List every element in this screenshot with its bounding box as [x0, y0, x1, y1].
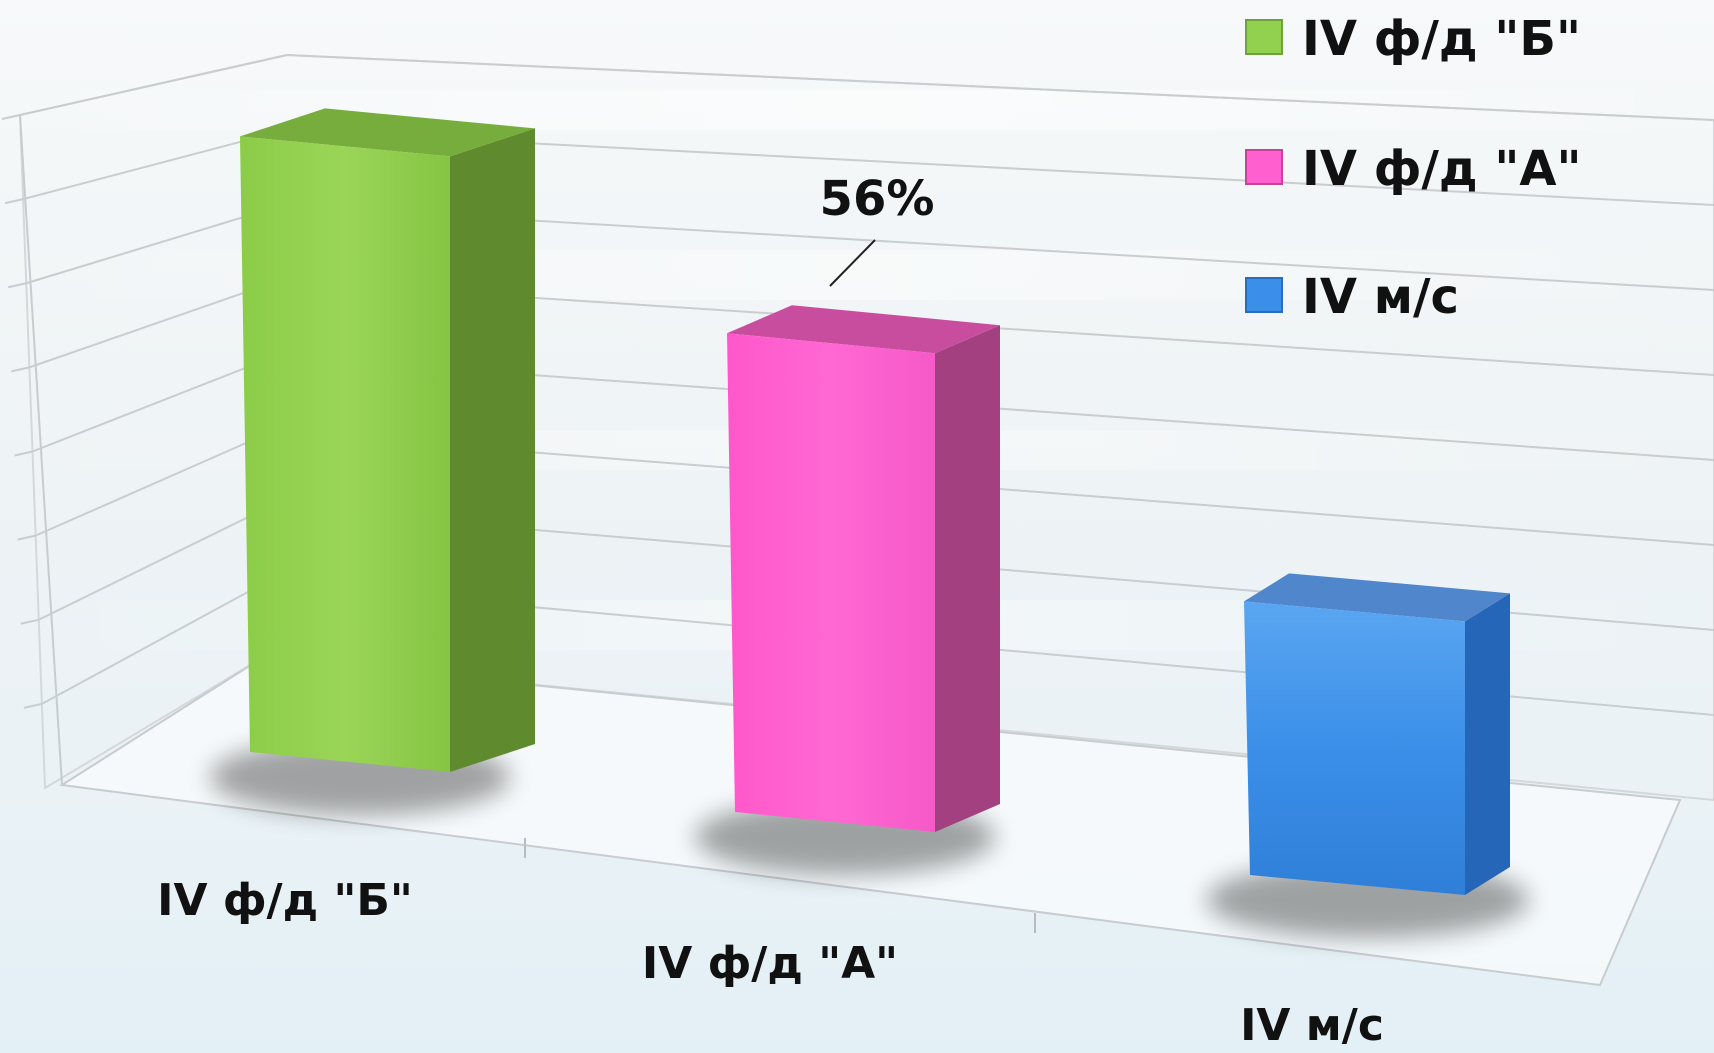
data-label-leader	[829, 239, 876, 287]
bar-side	[935, 325, 1000, 832]
legend-item-ivfdb: IV ф/д "Б"	[1245, 11, 1581, 67]
bars	[210, 108, 1529, 938]
x-tick-label-ivfdb: IV ф/д "Б"	[157, 875, 413, 926]
x-axis-ticks	[524, 838, 1036, 933]
legend-label-ivfdb: IV ф/д "Б"	[1302, 11, 1581, 67]
bar-front	[240, 136, 450, 772]
y-tick	[14, 450, 33, 457]
legend-swatch-ivfda	[1245, 149, 1283, 185]
legend-swatch-ivms	[1245, 277, 1283, 313]
bar-top	[1244, 573, 1510, 622]
y-tick	[1, 114, 21, 120]
y-tick	[11, 366, 30, 373]
legend-item-ivms: IV м/с	[1245, 269, 1459, 325]
y-tick	[20, 618, 39, 625]
bar-side	[450, 128, 535, 772]
y-tick	[4, 198, 24, 205]
bar-1	[210, 108, 535, 815]
bar-front	[1244, 601, 1465, 895]
bar-3	[1206, 573, 1529, 938]
data-label-ivfda: 56%	[820, 171, 935, 227]
legend-item-ivfda: IV ф/д "А"	[1245, 141, 1582, 197]
legend: IV ф/д "Б" IV ф/д "А" IV м/с	[1245, 11, 1582, 325]
x-tick-label-ivfda: IV ф/д "А"	[642, 938, 898, 989]
y-axis-line	[19, 114, 63, 786]
bar-top	[240, 108, 535, 157]
x-tick-label-ivms: IV м/с	[1240, 1000, 1384, 1051]
legend-swatch-ivfdb	[1245, 19, 1283, 55]
bar-side	[1465, 593, 1510, 895]
bar-top	[727, 305, 1000, 354]
gridline	[19, 53, 1714, 121]
y-axis-ticks	[1, 114, 43, 709]
y-tick	[17, 534, 36, 541]
y-tick	[8, 282, 27, 289]
legend-label-ivms: IV м/с	[1302, 269, 1459, 325]
bar-front	[727, 333, 935, 832]
bar-2	[695, 305, 1000, 875]
legend-label-ivfda: IV ф/д "А"	[1302, 141, 1582, 197]
y-tick	[23, 702, 43, 709]
